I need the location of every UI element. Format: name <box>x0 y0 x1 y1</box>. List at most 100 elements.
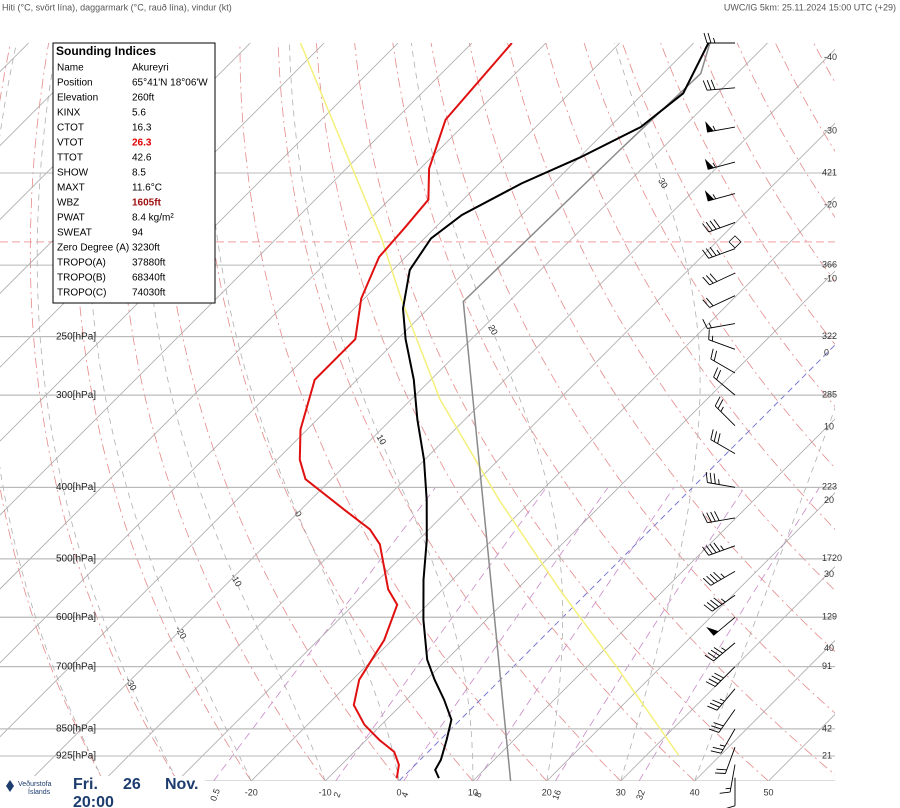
x-tick-label: 0 <box>397 787 402 797</box>
x-tick-label: 30 <box>616 787 626 797</box>
isotherm-label: -30 <box>824 126 837 136</box>
index-value: 11.6°C <box>132 183 162 194</box>
barb-staff <box>710 429 736 454</box>
dry-adiabat <box>736 43 835 218</box>
isotherm-label: 0 <box>824 347 829 357</box>
isotherm <box>0 43 399 442</box>
isotherm <box>398 344 835 781</box>
isotherm-label: -10 <box>824 274 837 284</box>
index-value: 42.6 <box>132 153 152 164</box>
barb-staff <box>702 542 736 556</box>
barb-staff <box>714 396 736 427</box>
wind-barb <box>714 396 736 427</box>
barb-staff <box>714 747 736 774</box>
dry-adiabat <box>583 43 835 469</box>
wind-barb <box>705 666 736 687</box>
isotherm <box>842 43 900 781</box>
index-value: 8.4 kg/m² <box>132 213 174 224</box>
isotherm <box>0 43 694 738</box>
height-label: 322 <box>822 331 837 341</box>
x-tick-label: 40 <box>690 787 700 797</box>
wind-barb <box>726 777 736 808</box>
moist-adiabat-label: 10 <box>375 433 389 447</box>
moist-adiabat <box>206 43 400 781</box>
height-label: 421 <box>822 167 837 177</box>
height-label: 1720 <box>822 553 842 563</box>
barb-staff <box>703 594 736 612</box>
wind-barb <box>708 709 736 733</box>
isotherm <box>694 640 835 781</box>
isotherm-label: 20 <box>824 495 834 505</box>
y-tick-label: 300[hPa] <box>56 390 96 401</box>
barb-pennant <box>704 158 715 170</box>
index-value: 1605ft <box>132 198 162 209</box>
barb-staff <box>702 219 736 233</box>
footer-bg <box>0 776 205 808</box>
y-tick-label: 250[hPa] <box>56 331 96 342</box>
wind-barb <box>704 190 736 202</box>
barb-staff <box>726 777 736 808</box>
index-label: SWEAT <box>57 228 92 239</box>
dry-adiabat <box>890 43 900 781</box>
barb-staff <box>710 728 736 754</box>
dry-adiabat <box>239 43 548 781</box>
wind-barb <box>702 79 736 91</box>
barb-staff <box>705 472 736 488</box>
header-run: UWC/IG 5km: 25.11.2024 15:00 UTC (+29) <box>724 2 896 12</box>
barb-staff <box>708 709 736 733</box>
barb-staff <box>707 688 736 711</box>
moist-adiabat-label: -30 <box>123 676 138 692</box>
barb-pennant <box>705 121 714 133</box>
mixing-ratio-label: 32 <box>634 788 647 801</box>
wind-barb <box>707 688 736 711</box>
y-tick-label: 850[hPa] <box>56 724 96 735</box>
dry-adiabat <box>507 43 835 592</box>
mixing-ratio-label: 4 <box>399 791 410 799</box>
y-tick-label: 700[hPa] <box>56 661 96 672</box>
isotherm <box>620 566 835 781</box>
isotherm <box>0 43 547 590</box>
isotherm <box>29 43 768 781</box>
isotherm-label: 10 <box>824 421 834 431</box>
barb-staff <box>702 272 736 286</box>
height-label: 42 <box>822 723 832 733</box>
index-value: 68340ft <box>132 273 166 284</box>
wind-barb <box>702 571 736 586</box>
height-label: 285 <box>822 389 837 399</box>
index-label: WBZ <box>57 198 79 209</box>
index-value: 5.6 <box>132 108 146 119</box>
moist-adiabat-label: -20 <box>173 624 188 640</box>
moist-adiabat-label: 30 <box>656 176 670 190</box>
isotherm <box>0 43 473 516</box>
y-tick-label: 925[hPa] <box>56 751 96 762</box>
wind-barb <box>708 329 736 350</box>
barb-staff <box>703 32 735 44</box>
isotherm <box>0 43 29 73</box>
barb-staff <box>702 246 736 259</box>
wind-barb <box>702 272 736 286</box>
moist-adiabat <box>694 406 835 781</box>
barb-staff <box>713 367 736 396</box>
index-label: PWAT <box>57 213 85 224</box>
isotherm <box>103 48 835 781</box>
dry-adiabat <box>277 43 621 781</box>
isotherm-label: 30 <box>824 569 834 579</box>
index-label: Name <box>57 63 84 74</box>
indices-title: Sounding Indices <box>56 44 156 58</box>
isotherm <box>546 492 835 781</box>
dry-adiabat <box>852 43 900 781</box>
wind-barb <box>705 472 736 488</box>
height-label: 21 <box>822 750 832 760</box>
index-value: 260ft <box>132 93 154 104</box>
mixing-ratio-line <box>403 487 609 781</box>
dry-adiabat <box>468 43 835 653</box>
index-value: 65°41'N 18°06'W <box>132 78 208 89</box>
footer-month: Nov. <box>165 776 198 793</box>
index-label: TTOT <box>57 153 83 164</box>
height-label: 366 <box>822 260 837 270</box>
wind-barb <box>702 295 736 308</box>
wind-barb <box>703 594 736 612</box>
indices-frame <box>52 42 216 304</box>
y-tick-label: 400[hPa] <box>56 482 96 493</box>
footer-time: 20:00 <box>73 794 114 808</box>
